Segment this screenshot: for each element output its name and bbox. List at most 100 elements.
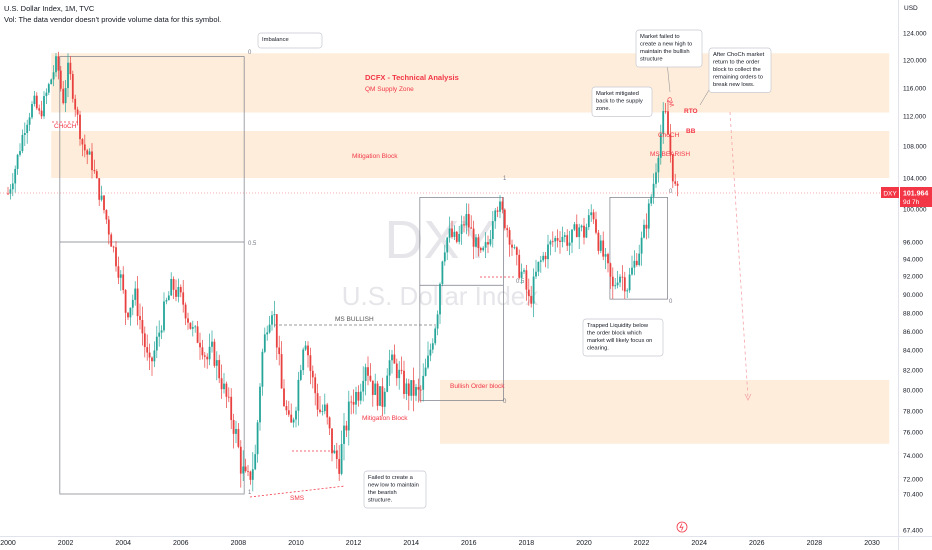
candle-body: [647, 203, 650, 229]
candle-body: [115, 247, 117, 267]
candle-body: [213, 341, 216, 366]
candle-body: [155, 336, 158, 351]
candle-body: [117, 266, 120, 278]
annotation-mitigation-block-bottom: Mitigation Block: [362, 415, 408, 422]
candle-body: [199, 342, 201, 348]
last-price-layer: DXY 101.964 9d 7h: [0, 187, 932, 207]
candle-body: [268, 324, 271, 333]
candle-body: [57, 56, 60, 71]
candle-body: [203, 355, 206, 357]
candle-body: [319, 409, 321, 412]
candle-body: [256, 422, 259, 455]
candle-body: [556, 238, 559, 241]
candle-body: [131, 299, 134, 308]
candle-body: [371, 380, 374, 395]
candle-body: [266, 332, 269, 335]
candle-body: [165, 300, 168, 302]
candle-body: [410, 380, 413, 396]
candle-body: [544, 255, 547, 260]
fib-level-label: 1: [503, 176, 507, 182]
candle-body: [388, 360, 391, 376]
fib-level-label: 0.5: [516, 279, 525, 285]
candles-layer: [7, 51, 679, 492]
candle-body: [239, 446, 242, 474]
candle-body: [170, 278, 173, 296]
candle-body: [659, 133, 662, 158]
candle-body: [292, 419, 295, 423]
callout-line: market will likely focus on: [587, 338, 652, 344]
candle-body: [179, 286, 182, 293]
candle-body: [561, 236, 564, 242]
candle-body: [278, 347, 281, 355]
candle-body: [616, 282, 619, 286]
callout-line: back to the supply: [596, 99, 643, 105]
candle-body: [62, 88, 65, 104]
last-price-symbol: DXY: [883, 191, 897, 198]
time-tick-label: 2020: [576, 540, 592, 547]
candle-body: [271, 315, 273, 325]
price-tick-label: 90.000: [903, 292, 923, 299]
price-tick-label: 92.000: [903, 274, 923, 281]
candle-body: [110, 234, 113, 247]
callouts-layer: Imbalance Market failed to create a new hi…: [257, 29, 772, 509]
candle-body: [489, 239, 492, 245]
candle-body: [19, 151, 21, 155]
candle-body: [359, 391, 362, 401]
candle-body: [31, 104, 33, 118]
candle-body: [9, 189, 12, 194]
candle-body: [458, 234, 461, 242]
candle-body: [424, 367, 427, 376]
callout-line: Market failed to: [640, 34, 680, 40]
callout-box: [582, 318, 664, 357]
annotation-ms-bearish: MS BEARISH: [650, 151, 690, 158]
callout-after-choch: After ChoCh market return to the orderblo…: [708, 47, 772, 93]
candle-body: [227, 396, 230, 398]
fib-level-label: 0: [669, 299, 673, 305]
time-settings-icon[interactable]: [676, 521, 688, 533]
candle-body: [129, 307, 132, 318]
candle-body: [609, 263, 612, 277]
candle-body: [563, 235, 566, 237]
candle-body: [398, 369, 401, 379]
candle-body: [345, 425, 348, 431]
candle-body: [391, 354, 393, 361]
candle-body: [460, 224, 463, 235]
price-tick-label: 120.000: [903, 58, 927, 65]
candle-body: [506, 228, 509, 231]
projection-arrowhead: [744, 393, 752, 401]
watermark-symbol: DXY: [384, 210, 495, 270]
candle-body: [160, 330, 163, 333]
candle-body: [477, 237, 480, 248]
candle-body: [81, 139, 84, 145]
candle-body: [671, 154, 674, 182]
time-tick-label: 2000: [0, 540, 16, 547]
candle-body: [107, 219, 110, 235]
candle-body: [436, 314, 439, 329]
candle-body: [76, 109, 79, 115]
candle-body: [487, 242, 489, 245]
candle-body: [640, 237, 643, 254]
price-tick-label: 67.400: [903, 528, 923, 535]
price-tick-label: 112.000: [903, 114, 926, 121]
time-tick-label: 2014: [403, 540, 419, 547]
candle-body: [139, 316, 141, 320]
candle-body: [431, 343, 434, 350]
chart-title: U.S. Dollar Index, 1M, TVC: [4, 4, 95, 13]
fib-box-1: [419, 197, 504, 401]
annotation-title: DCFX - Technical Analysis: [365, 73, 459, 82]
candle-body: [304, 345, 307, 350]
candle-body: [479, 247, 482, 251]
callout-line: Imbalance: [262, 37, 289, 43]
time-tick-label: 2028: [807, 540, 823, 547]
callout-box: [363, 470, 427, 509]
candle-body: [362, 380, 365, 392]
price-tick-label: 86.000: [903, 329, 923, 336]
candle-body: [167, 295, 170, 301]
candle-body: [242, 466, 245, 474]
price-axis-currency: USD: [904, 5, 918, 12]
candle-body: [323, 404, 326, 412]
fib-box-0: [59, 56, 245, 495]
candle-body: [419, 389, 422, 391]
candle-body: [148, 352, 151, 358]
